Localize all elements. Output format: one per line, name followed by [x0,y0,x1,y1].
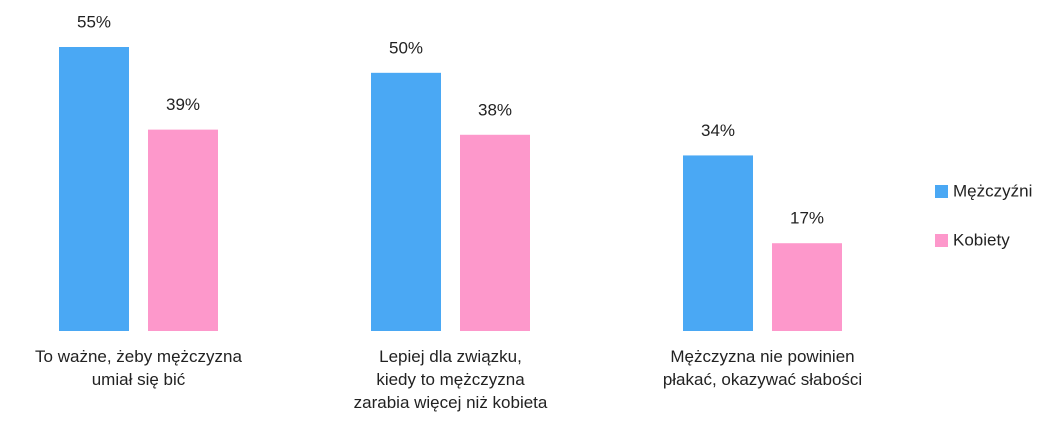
value-label: 50% [389,38,423,57]
legend-swatch [935,234,948,247]
value-label: 17% [790,209,824,228]
legend-label: Mężczyźni [953,181,1032,200]
legend-swatch [935,185,948,198]
x-tick-label: To ważne, żeby mężczyzna umiał się bić [35,347,242,389]
bar [683,155,753,331]
value-label: 38% [478,100,512,119]
bar [371,72,441,332]
value-label: 34% [701,121,735,140]
value-label: 39% [166,95,200,114]
bar [772,243,842,331]
x-tick-label: Mężczyzna nie powinien płakać, okazywać s… [663,347,862,389]
bar [460,134,530,331]
x-tick-label: Lepiej dla związku, kiedy to mężczyzna zar… [354,347,548,412]
bar [59,47,129,331]
legend-label: Kobiety [953,230,1010,249]
bar [148,129,218,331]
value-label: 55% [77,12,111,31]
